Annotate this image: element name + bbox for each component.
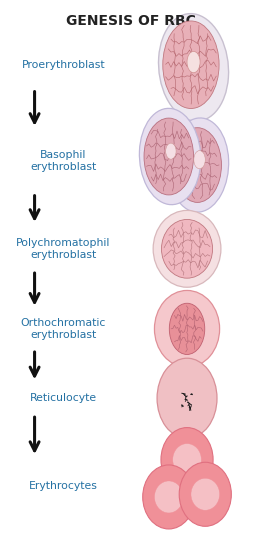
- Text: Orthochromatic
erythroblast: Orthochromatic erythroblast: [20, 318, 106, 340]
- Text: GENESIS OF RBC: GENESIS OF RBC: [66, 14, 196, 28]
- Ellipse shape: [163, 21, 219, 109]
- Ellipse shape: [166, 143, 176, 159]
- Ellipse shape: [155, 481, 183, 513]
- Text: Reticulocyte: Reticulocyte: [30, 393, 97, 403]
- Ellipse shape: [143, 465, 195, 529]
- Ellipse shape: [173, 128, 221, 202]
- Ellipse shape: [139, 109, 201, 205]
- Ellipse shape: [157, 358, 217, 438]
- Text: Basophil
erythroblast: Basophil erythroblast: [30, 150, 96, 172]
- Ellipse shape: [191, 478, 220, 510]
- Ellipse shape: [161, 219, 212, 278]
- Ellipse shape: [173, 444, 201, 476]
- Text: Polychromatophil
erythroblast: Polychromatophil erythroblast: [16, 238, 110, 259]
- Ellipse shape: [144, 118, 194, 195]
- Text: Erythrocytes: Erythrocytes: [29, 482, 98, 491]
- Ellipse shape: [169, 303, 205, 355]
- Ellipse shape: [155, 291, 220, 368]
- Ellipse shape: [159, 13, 228, 121]
- Ellipse shape: [153, 210, 221, 287]
- Ellipse shape: [194, 151, 205, 169]
- Ellipse shape: [187, 51, 200, 73]
- Text: Proerythroblast: Proerythroblast: [21, 60, 105, 70]
- Ellipse shape: [179, 462, 231, 526]
- Ellipse shape: [169, 118, 229, 212]
- Ellipse shape: [161, 427, 213, 492]
